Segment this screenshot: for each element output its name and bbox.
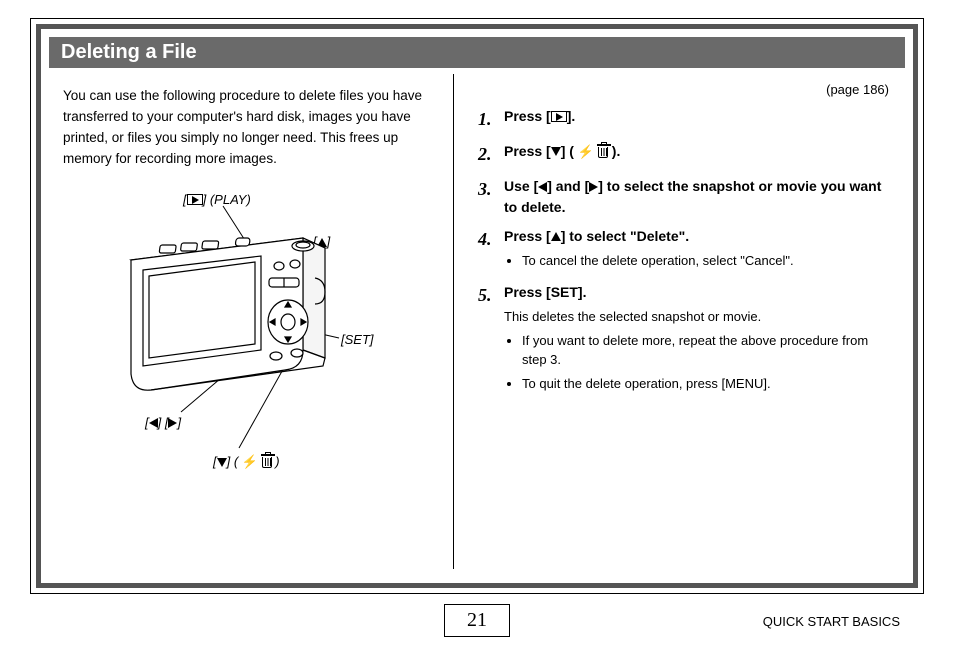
play-icon <box>551 111 567 122</box>
flash-icon: ⚡ <box>578 142 594 162</box>
intro-paragraph: You can use the following procedure to d… <box>63 86 427 170</box>
step-number: 5. <box>478 282 504 397</box>
step-4-bullets: To cancel the delete operation, select "… <box>504 251 889 271</box>
bullet-item: To quit the delete operation, press [MEN… <box>522 374 889 394</box>
step-number: 1. <box>478 106 504 133</box>
two-column-layout: You can use the following procedure to d… <box>49 68 905 575</box>
step-3-b: ] and [ <box>547 178 589 194</box>
step-5-bullets: If you want to delete more, repeat the a… <box>504 331 889 394</box>
step-1: 1. Press []. <box>478 106 889 133</box>
step-4: 4. Press [ ] to select "Delete". To cance… <box>478 226 889 275</box>
step-5: 5. Press [SET]. This deletes the selecte… <box>478 282 889 397</box>
page-reference: (page 186) <box>478 80 889 100</box>
footer-section-label: QUICK START BASICS <box>763 614 900 629</box>
step-5-text: Press [SET]. <box>504 282 889 303</box>
step-4-a: Press [ <box>504 228 551 244</box>
step-5-sub: This deletes the selected snapshot or mo… <box>504 307 889 327</box>
step-number: 3. <box>478 176 504 218</box>
section-title: Deleting a File <box>49 37 905 68</box>
triangle-down-icon <box>551 147 561 156</box>
camera-illustration <box>63 190 423 490</box>
step-3: 3. Use [] and [] to select the snapshot … <box>478 176 889 218</box>
page-content: Deleting a File You can use the followin… <box>49 37 905 575</box>
camera-diagram: [] (PLAY) [] [SET] [] [] [] ( ⚡ ) <box>63 190 423 490</box>
page-number: 21 <box>444 604 510 637</box>
bullet-item: If you want to delete more, repeat the a… <box>522 331 889 370</box>
trash-icon <box>598 147 608 158</box>
triangle-up-icon <box>551 232 561 241</box>
step-number: 2. <box>478 141 504 168</box>
step-3-a: Use [ <box>504 178 538 194</box>
page-inner-border: Deleting a File You can use the followin… <box>36 24 918 588</box>
step-4-text: Press [ ] to select "Delete". <box>504 226 889 247</box>
step-2: 2. Press [] ( ⚡ ). <box>478 141 889 168</box>
step-4-body: Press [ ] to select "Delete". To cancel t… <box>504 226 889 275</box>
right-column: (page 186) 1. Press []. 2. Press [] ( ⚡ … <box>454 68 905 575</box>
step-1-text: Press []. <box>504 106 889 133</box>
bullet-item: To cancel the delete operation, select "… <box>522 251 889 271</box>
left-column: You can use the following procedure to d… <box>49 68 453 575</box>
step-5-body: Press [SET]. This deletes the selected s… <box>504 282 889 397</box>
step-number: 4. <box>478 226 504 275</box>
triangle-left-icon <box>538 182 547 192</box>
triangle-right-icon <box>589 182 598 192</box>
page-footer: 21 QUICK START BASICS <box>30 606 924 646</box>
step-4-b: ] to select "Delete". <box>561 228 689 244</box>
step-3-text: Use [] and [] to select the snapshot or … <box>504 176 889 218</box>
page-outer-border: Deleting a File You can use the followin… <box>30 18 924 594</box>
step-2-text: Press [] ( ⚡ ). <box>504 141 889 168</box>
